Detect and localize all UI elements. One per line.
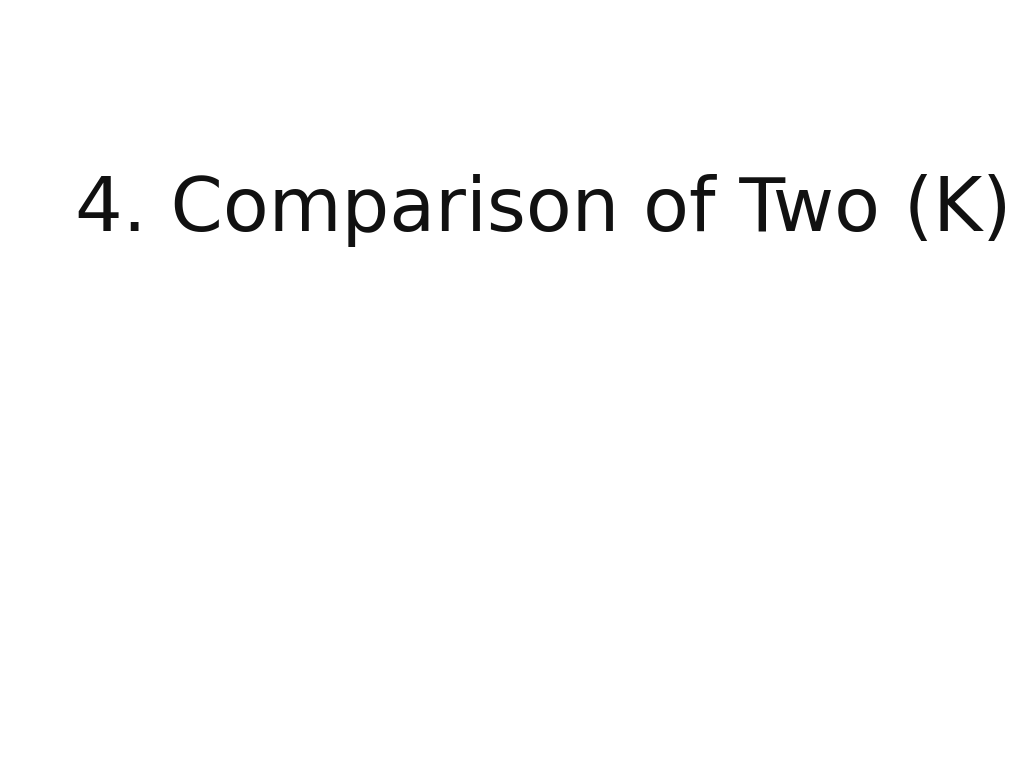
Text: 4. Comparison of Two (K) Samples: 4. Comparison of Two (K) Samples — [75, 174, 1019, 246]
